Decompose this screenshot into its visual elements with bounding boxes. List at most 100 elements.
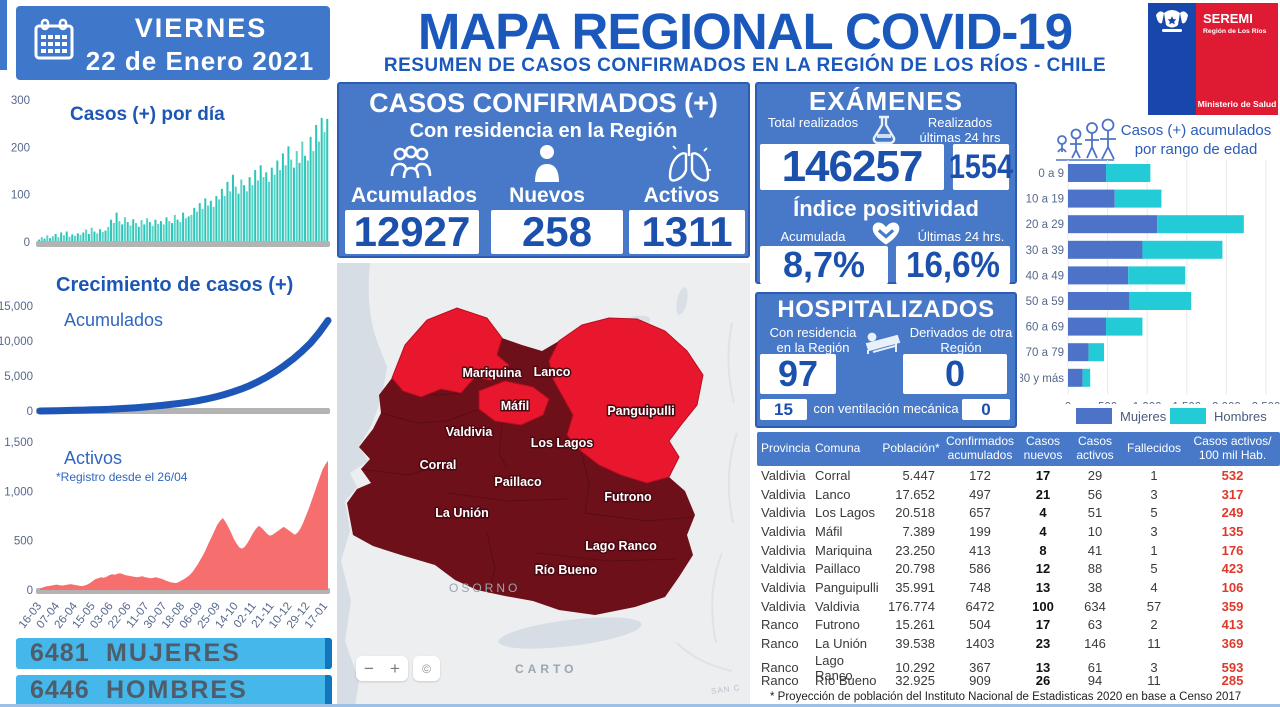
positividad-acumulada-label: Acumulada [780,229,846,244]
table-cell: 1 [1150,467,1158,483]
table-cell: 1 [1150,542,1158,558]
table-cell: Futrono [815,617,860,633]
table-cell: 56 [1087,486,1103,502]
table-cell: 199 [969,523,991,539]
svg-text:0: 0 [1065,401,1071,404]
table-row: Ranco Lago Ranco 10.292 367 13 61 3 593 [757,653,1280,683]
table-cell: 8 [1039,542,1047,558]
hombres-label: HOMBRES [106,676,248,704]
table-row: Valdivia Mariquina 23.250 413 8 41 1 176 [757,541,1280,560]
table-header-cell: Provincia [761,441,811,456]
age-chart-title: Casos (+) acumulados por rango de edad [1120,122,1272,158]
table-cell: 106 [1221,579,1244,595]
logo-red-panel: SEREMI Región de Los Ríos Ministerio de … [1196,3,1278,115]
lake-south [498,617,642,649]
table-row: Ranco La Unión 39.538 1403 23 146 11 369 [757,634,1280,653]
daily-cases-chart: Casos (+) por día 0 100 200 300 [0,92,332,262]
residencia-value: 97 [760,353,836,394]
svg-text:30 a 39: 30 a 39 [1026,245,1064,257]
table-cell: Corral [815,467,851,483]
nuevos-value: 258 [491,208,623,255]
commune-mafil [478,380,550,426]
svg-text:20 a 29: 20 a 29 [1026,219,1064,231]
table-cell: 20.518 [895,505,935,521]
table-cell: 4 [1039,523,1047,539]
active-note: *Registro desde el 26/04 [56,470,188,484]
table-cell: 17 [1035,467,1051,483]
age-range-chart: Casos (+) acumulados por rango de edad 0… [1020,112,1280,432]
date-box: VIERNES 22 de Enero 2021 [16,6,330,80]
map-zoom-control[interactable]: − + [356,656,408,681]
svg-text:40 a 49: 40 a 49 [1026,270,1064,282]
table-row: Ranco Río Bueno 32.925 909 26 94 11 285 [757,672,1280,691]
commune-table: Provincia Comuna Población* Confirmados acu… [757,432,1280,690]
svg-text:1,000: 1,000 [4,486,33,498]
growth-title: Crecimiento de casos (+) [56,274,294,296]
table-cell: Valdivia [761,561,806,577]
svg-text:2,500: 2,500 [1252,401,1280,404]
commune-borders [360,390,694,594]
svg-text:500: 500 [1098,401,1117,404]
table-header-cell: Casos nuevos [1023,434,1063,462]
map-copyright-button[interactable]: © [413,656,440,681]
table-cell: 3 [1150,660,1158,676]
svg-text:Lago Ranco: Lago Ranco [585,539,657,553]
confirmed-subtitle: Con residencia en la Región [409,120,678,142]
table-cell: Valdivia [815,598,860,614]
table-cell: Valdivia [761,523,806,539]
table-row: Ranco Futrono 15.261 504 17 63 2 413 [757,616,1280,635]
svg-text:Panguipulli: Panguipulli [607,404,674,418]
svg-text:Paillaco: Paillaco [494,475,542,489]
table-cell: Río Bueno [815,673,877,689]
region-map[interactable]: Mariquina Lanco Máfil Panguipulli Valdivia Lo… [337,263,750,707]
age-chart-plot: 0 500 1,000 1,500 2,000 2,500 0 a 9 10 a 19 20 a… [1020,160,1280,404]
positividad-ultimas-value: 16,6% [895,244,1011,285]
commune-labels: Mariquina Lanco Máfil Panguipulli Valdivia Lo… [418,364,676,579]
table-row: Valdivia Máfil 7.389 199 4 10 3 135 [757,522,1280,541]
residencia-label: Con residencia en la Región [769,325,857,355]
growth-chart: Crecimiento de casos (+) Acumulados 0 5,0… [0,268,332,426]
examenes-total-value: 146257 [760,142,944,191]
table-cell: 94 [1087,673,1103,689]
examenes-last24-value: 1554 [949,144,1013,190]
mujeres-bar-cap [325,638,332,669]
table-cell: 135 [1221,523,1244,539]
table-cell: 23 [1035,636,1051,652]
confirmed-title: CASOS CONFIRMADOS (+) [369,88,718,118]
table-cell: 497 [969,486,991,502]
table-row: Valdivia Valdivia 176.774 6472 100 634 57 359 [757,597,1280,616]
table-cell: 10.292 [895,660,935,676]
table-cell: 176 [1221,542,1244,558]
table-header-cell: Casos activos [1076,434,1114,462]
seremi-logo: SEREMI Región de Los Ríos Ministerio de … [1148,3,1278,115]
zoom-in-button[interactable]: + [390,658,400,678]
table-cell: 5.447 [902,467,935,483]
svg-text:500: 500 [14,536,33,548]
table-cell: Valdivia [761,542,806,558]
table-footnote: * Proyección de población del Instituto … [770,691,1242,703]
table-cell: 172 [969,467,991,483]
table-cell: 29 [1087,467,1103,483]
table-cell: 1403 [965,636,995,652]
table-cell: Panguipulli [815,579,879,595]
table-cell: 317 [1221,486,1244,502]
logo-seremi-text: SEREMI [1203,11,1253,26]
zoom-out-button[interactable]: − [364,658,374,678]
calendar-icon [32,18,76,69]
map-canvas[interactable]: Mariquina Lanco Máfil Panguipulli Valdivia Lo… [337,263,750,707]
table-cell: Valdivia [761,467,806,483]
table-cell: 38 [1087,579,1103,595]
positividad-title: Índice positividad [793,196,979,221]
legend-hombres-label: Hombres [1214,408,1267,424]
table-cell: 593 [1221,660,1244,676]
svg-text:1,500: 1,500 [4,437,33,449]
active-cases-chart: Activos *Registro desde el 26/04 0 500 1,0… [0,428,332,635]
activos-label: Activos [643,184,720,207]
svg-text:Los Lagos: Los Lagos [531,436,594,450]
map-attribution-carto[interactable]: CARTO [515,662,578,676]
left-accent-strip [0,0,7,70]
bottom-accent-strip [0,704,1280,707]
table-cell: 413 [969,542,991,558]
table-cell: 7.389 [902,523,935,539]
table-cell: 249 [1221,505,1244,521]
